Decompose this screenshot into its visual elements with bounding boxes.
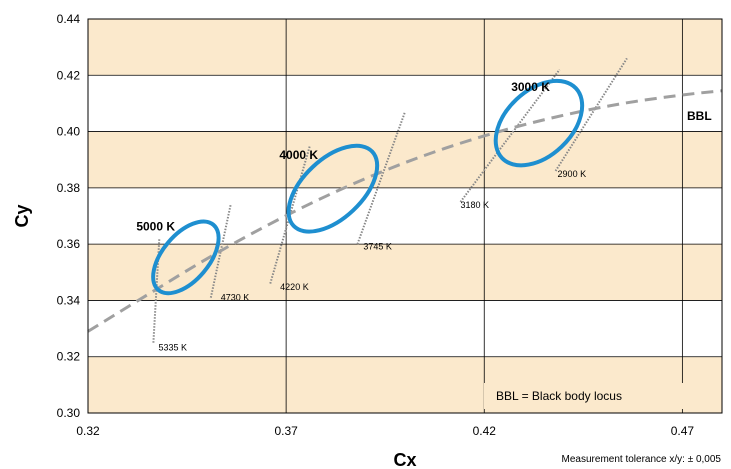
y-axis-title: Cy — [12, 204, 32, 227]
ellipse-label: 4000 K — [279, 148, 318, 162]
x-axis-title: Cx — [393, 450, 416, 469]
cct-tick-label: 2900 K — [558, 169, 587, 179]
y-tick-label: 0.32 — [57, 350, 81, 364]
band — [88, 244, 722, 301]
macadam-ellipse — [151, 219, 221, 296]
cct-tick-label: 3745 K — [363, 242, 392, 252]
x-tick-label: 0.47 — [671, 424, 695, 438]
measurement-tolerance-note: Measurement tolerance x/y: ± 0,005 — [561, 454, 721, 465]
cct-tick-label: 5335 K — [159, 343, 188, 353]
isotemperature-line — [209, 204, 232, 298]
macadam-ellipse — [493, 78, 585, 168]
legend-note: BBL = Black body locus — [496, 389, 622, 403]
y-tick-label: 0.42 — [57, 68, 81, 82]
band — [88, 131, 722, 188]
cct-tick-label: 3180 K — [460, 200, 489, 210]
data-labels: 5335 K 4730 K 4220 K 3745 K 3180 K 2900 K BBL 5… — [136, 80, 711, 353]
macadam-ellipse — [286, 143, 380, 234]
black-body-locus-line — [87, 89, 723, 333]
y-tick-label: 0.30 — [57, 406, 81, 420]
y-tick-label: 0.44 — [57, 12, 81, 26]
ellipse-label: 5000 K — [136, 220, 175, 234]
black-body-locus — [87, 89, 723, 333]
grid-lines — [87, 18, 722, 414]
x-tick-label: 0.42 — [473, 424, 497, 438]
cct-tick-label: 4730 K — [221, 292, 250, 302]
plot-frame — [87, 18, 723, 414]
y-tick-label: 0.34 — [57, 293, 81, 307]
isotemperature-line — [356, 111, 406, 245]
y-tick-label: 0.38 — [57, 181, 81, 195]
band — [88, 19, 722, 76]
x-tick-label: 0.37 — [274, 424, 298, 438]
isotemperature-line — [554, 57, 628, 172]
ellipse-label: 3000 K — [511, 80, 550, 94]
bbl-label: BBL — [687, 109, 712, 123]
macadam-ellipses — [151, 78, 585, 296]
background-bands — [88, 19, 722, 413]
y-tick-label: 0.36 — [57, 237, 81, 251]
x-tick-label: 0.32 — [76, 424, 100, 438]
isotemperature-line — [459, 69, 561, 203]
legend-box — [484, 383, 720, 409]
y-tick-label: 0.40 — [57, 125, 81, 139]
tick-labels: 0.30 0.32 0.34 0.36 0.38 0.40 0.42 0.44 0.32 0.37… — [57, 12, 695, 438]
cct-tick-label: 4220 K — [280, 282, 309, 292]
